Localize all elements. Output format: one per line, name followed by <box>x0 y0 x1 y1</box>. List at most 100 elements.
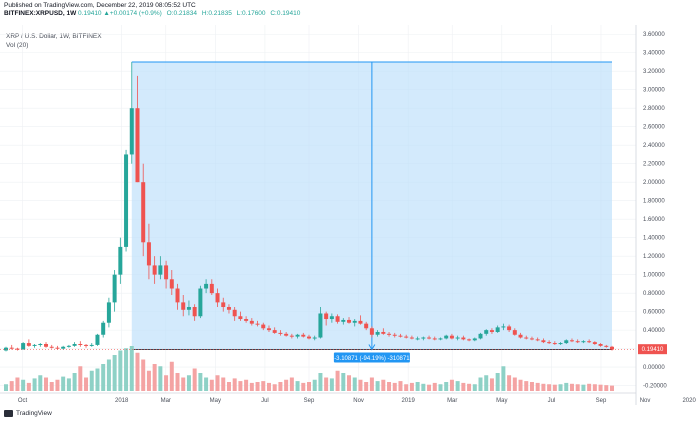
volume-bar <box>21 379 26 391</box>
y-tick-label: -0.20000 <box>643 384 667 390</box>
volume-bar <box>347 375 352 391</box>
volume-bar <box>135 352 140 391</box>
candle-body <box>375 331 380 335</box>
volume-bar <box>289 377 294 391</box>
candle-body <box>324 313 329 320</box>
volume-bar <box>604 385 609 391</box>
volume-bar <box>238 381 243 391</box>
candle-body <box>284 333 289 336</box>
candle-body <box>215 293 220 303</box>
candle-body <box>329 316 334 320</box>
volume-bar <box>124 348 129 391</box>
volume-bar <box>575 384 580 391</box>
y-tick-label: 0.00000 <box>643 365 665 371</box>
candle-body <box>38 343 43 345</box>
volume-bar <box>529 382 534 391</box>
y-tick-label: 0.80000 <box>643 291 665 297</box>
volume-bar <box>432 382 437 391</box>
y-tick-label: 2.40000 <box>643 143 665 149</box>
y-tick-label: 1.20000 <box>643 254 665 260</box>
volume-bar <box>61 376 66 391</box>
volume-bar <box>449 379 454 391</box>
x-tick-label: Sep <box>596 398 607 404</box>
candle-body <box>221 302 226 308</box>
volume-bar <box>9 381 14 391</box>
candle-body <box>604 345 609 347</box>
volume-bar <box>318 373 323 391</box>
candle-body <box>141 182 146 243</box>
candle-body <box>89 344 94 346</box>
candle-body <box>15 348 20 350</box>
volume-bar <box>352 377 357 391</box>
candle-body <box>535 339 540 341</box>
candle-body <box>152 265 157 275</box>
volume-bar <box>215 375 220 391</box>
candle-body <box>307 336 311 339</box>
y-tick-label: 3.40000 <box>643 51 665 57</box>
volume-bar <box>518 379 523 391</box>
candle-body <box>381 331 386 334</box>
candle-body <box>581 341 586 343</box>
volume-bar <box>569 383 574 391</box>
volume-bar <box>272 384 277 391</box>
candle-body <box>484 330 489 334</box>
price-change: 0.19410 ▲+0.00174 (+0.9%) <box>78 10 162 17</box>
volume-bar <box>129 346 134 391</box>
volume-bar <box>369 377 374 391</box>
candle-body <box>352 320 357 323</box>
volume-bar <box>598 384 603 391</box>
candle-body <box>398 335 403 337</box>
y-tick-label: 3.60000 <box>643 32 665 38</box>
volume-bar <box>278 382 283 391</box>
candle-body <box>55 347 60 349</box>
x-tick-label: Jul <box>261 398 269 404</box>
candle-body <box>61 346 66 349</box>
high-value: H:0.21835 <box>201 10 232 17</box>
candle-body <box>415 338 420 340</box>
candle-body <box>552 343 557 345</box>
volume-bar <box>329 378 334 391</box>
volume-bar <box>398 381 403 391</box>
x-tick-label: May <box>210 398 221 404</box>
volume-bar <box>89 370 94 391</box>
candle-body <box>364 323 369 329</box>
volume-bar <box>535 382 540 391</box>
volume-bar <box>72 373 77 391</box>
candle-body <box>478 333 483 339</box>
candle-body <box>421 337 426 339</box>
x-tick-label: Nov <box>640 398 651 404</box>
candle-body <box>341 319 346 322</box>
volume-bar <box>118 350 123 391</box>
candle-body <box>266 328 271 331</box>
y-tick-label: 2.00000 <box>643 180 665 186</box>
volume-bar <box>249 382 254 391</box>
volume-bar <box>226 382 231 391</box>
volume-bar <box>164 375 169 391</box>
tradingview-brand[interactable]: TradingView <box>4 410 52 417</box>
candle-body <box>558 343 563 345</box>
measure-label: -3.10871 (-94.19%) -310871 <box>334 356 410 362</box>
volume-bar <box>169 361 174 391</box>
volume-bar <box>438 384 443 391</box>
volume-bar <box>461 382 466 391</box>
open-value: O:0.21834 <box>166 10 197 17</box>
published-note: Published on TradingView.com, December 2… <box>4 2 196 9</box>
volume-bar <box>415 382 420 391</box>
candle-body <box>564 340 569 344</box>
candle-body <box>404 336 409 338</box>
volume-bar <box>244 379 249 391</box>
y-tick-label: 3.20000 <box>643 69 665 75</box>
candle-body <box>438 338 443 340</box>
volume-bar <box>186 375 191 391</box>
volume-bar <box>358 379 363 391</box>
candle-body <box>101 322 106 335</box>
y-tick-label: 0.40000 <box>643 328 665 334</box>
candle-body <box>529 338 534 340</box>
price-chart[interactable]: -3.10871 (-94.19%) -310871 3.60000 3.40000… <box>0 24 700 422</box>
volume-bar <box>324 377 329 391</box>
candle-body <box>84 344 89 346</box>
volume-bar <box>198 373 203 391</box>
measure-arrow-head <box>368 344 376 351</box>
last-price-box <box>638 344 667 355</box>
candle-body <box>467 339 472 341</box>
